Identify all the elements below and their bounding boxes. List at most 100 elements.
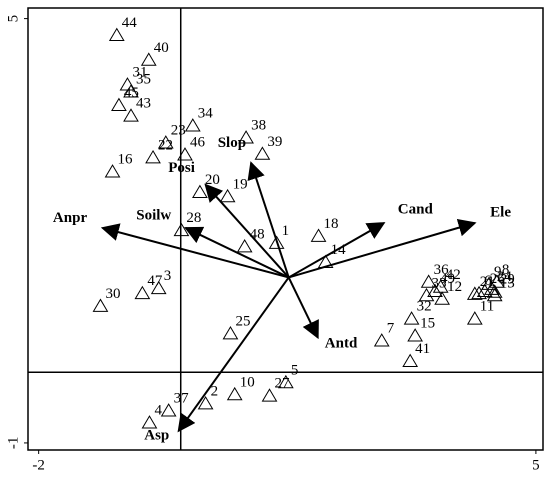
arrow (247, 161, 290, 278)
point-label: 16 (118, 152, 134, 168)
point-label: 3 (164, 268, 172, 284)
y-tick-label: 5 (5, 15, 21, 23)
point-marker (420, 274, 437, 288)
point-marker (466, 286, 483, 300)
arrow (288, 218, 477, 279)
point-marker (418, 287, 435, 302)
point-marker (403, 311, 420, 325)
point-marker (427, 283, 443, 297)
point-label: 34 (198, 106, 214, 122)
arrow-label: Slop (218, 135, 246, 151)
point-marker (488, 274, 505, 288)
point-marker (123, 84, 139, 98)
arrow-label: Posi (168, 160, 195, 176)
point-marker (108, 27, 125, 41)
point-marker (123, 108, 139, 122)
point-marker (157, 135, 174, 149)
point-label: 27 (275, 376, 291, 392)
point-label: 2 (211, 383, 219, 399)
point-marker (111, 97, 127, 111)
point-label: 29 (500, 272, 515, 288)
point-label: 36 (434, 262, 450, 278)
point-marker (261, 388, 278, 402)
point-label: 28 (186, 210, 201, 226)
point-marker (140, 52, 157, 66)
point-marker (150, 280, 167, 295)
point-label: 48 (250, 226, 265, 242)
arrow (184, 226, 290, 279)
point-label: 12 (447, 279, 462, 295)
point-label: 40 (154, 40, 169, 56)
arrow (100, 223, 289, 279)
point-marker (141, 415, 158, 429)
arrow-label: Asp (144, 428, 169, 444)
point-marker (145, 149, 161, 164)
point-label: 45 (124, 85, 139, 101)
point-label: 1 (282, 223, 290, 239)
point-label: 24 (497, 269, 513, 285)
point-label: 31 (132, 65, 147, 81)
arrow-label: Soilw (136, 207, 171, 223)
point-marker (466, 311, 483, 325)
point-label: 7 (387, 321, 395, 337)
point-label: 15 (420, 316, 435, 332)
arrow-label: Ele (490, 204, 511, 220)
point-marker (434, 291, 451, 305)
point-label: 35 (136, 72, 151, 88)
point-marker (310, 228, 327, 242)
point-label: 11 (480, 299, 494, 315)
point-label: 39 (267, 134, 282, 150)
point-marker (222, 326, 239, 340)
y-tick-label: -1 (5, 437, 21, 450)
point-marker (92, 298, 109, 312)
point-marker (407, 328, 424, 342)
point-marker (277, 374, 294, 389)
point-label: 38 (251, 118, 266, 134)
point-label: 37 (174, 391, 190, 407)
point-label: 43 (136, 96, 151, 112)
point-label: 49 (440, 271, 455, 287)
point-label: 22 (158, 137, 173, 153)
point-label: 46 (190, 135, 206, 151)
point-label: 8 (502, 262, 510, 278)
arrow (177, 276, 290, 433)
arrow (288, 222, 386, 279)
point-label: 9 (494, 264, 502, 280)
plot-frame (27, 7, 544, 451)
arrow-label: Antd (325, 336, 358, 352)
point-label: 42 (446, 267, 461, 283)
point-marker (134, 285, 151, 300)
arrow (287, 277, 319, 340)
arrow-label: Cand (398, 201, 434, 217)
point-label: 25 (235, 313, 250, 329)
point-label: 6 (484, 273, 492, 289)
point-marker (219, 188, 236, 203)
arrow-label: Anpr (53, 210, 88, 226)
point-marker (197, 396, 214, 410)
point-marker (486, 284, 503, 298)
point-label: 23 (171, 123, 186, 139)
point-marker (373, 333, 390, 347)
point-marker (184, 118, 201, 132)
point-label: 47 (147, 273, 163, 289)
point-label: 32 (417, 299, 432, 315)
x-tick-label: 5 (532, 457, 540, 473)
point-marker (119, 77, 136, 91)
point-label: 5 (291, 362, 299, 378)
point-label: 18 (324, 216, 339, 232)
point-marker (226, 386, 243, 401)
point-label: 13 (500, 275, 515, 291)
point-label: 4 (154, 403, 162, 419)
point-marker (471, 285, 487, 300)
point-label: 10 (240, 374, 255, 390)
point-marker (104, 164, 121, 178)
point-label: 19 (233, 176, 248, 192)
arrow (204, 183, 290, 279)
x-tick-label: -2 (32, 457, 45, 473)
point-marker (402, 353, 419, 367)
point-marker (192, 184, 208, 198)
point-marker (268, 235, 285, 249)
point-marker (432, 279, 449, 293)
point-marker (238, 130, 254, 144)
